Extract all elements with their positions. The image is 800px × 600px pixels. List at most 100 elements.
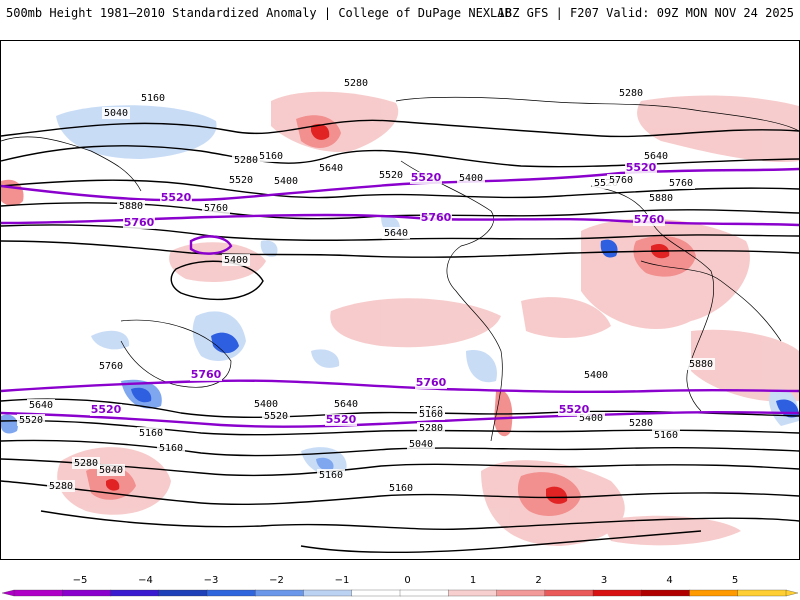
contour-label: 5160 xyxy=(419,409,443,420)
contour-label-bg xyxy=(387,482,415,494)
contour-label-bg xyxy=(457,172,485,184)
highlight-contour-label-bg xyxy=(90,404,122,416)
legend-color-swatch xyxy=(448,589,498,597)
contour-label-bg xyxy=(377,169,405,181)
contour-label: 5880 xyxy=(649,193,673,204)
color-scale-legend: −5 −4 −3 −2 −1 0 1 2 3 4 5 xyxy=(1,575,799,597)
contour-label: 5160 xyxy=(389,483,413,494)
contour-label: 5160 xyxy=(141,93,165,104)
negative-anomaly-shading xyxy=(1,105,799,476)
contour-label-bg xyxy=(687,358,715,370)
contour-label: 5760 xyxy=(669,178,693,189)
contour-label-bg xyxy=(202,202,230,214)
contour-label: 5280 xyxy=(234,155,258,166)
legend-color-swatch xyxy=(689,589,739,597)
legend-color-swatch xyxy=(206,589,256,597)
contour-label: 5280 xyxy=(49,481,73,492)
contour-label: 5280 xyxy=(344,78,368,89)
contour-label-bg xyxy=(607,174,635,186)
contour-label: 5760 xyxy=(99,361,123,372)
map-title: 500mb Height 1981–2010 Standardized Anom… xyxy=(6,6,512,20)
legend-color-swatch xyxy=(737,589,787,597)
contour-label-bg xyxy=(97,464,125,476)
legend-tick-label: 4 xyxy=(666,575,672,586)
contour-label: 5160 xyxy=(259,151,283,162)
legend-tick-label: −2 xyxy=(269,575,284,586)
contour-label: 5640 xyxy=(384,228,408,239)
contour-label-bg xyxy=(642,150,670,162)
contour-label: 5160 xyxy=(654,430,678,441)
legend-color-swatch xyxy=(641,589,691,597)
highlight-contour-label-bg xyxy=(625,162,657,174)
contour-label: 5400 xyxy=(579,413,603,424)
contour-label-bg xyxy=(139,92,167,104)
contour-label-bg xyxy=(137,427,165,439)
highlight-contour-label-bg xyxy=(410,172,442,184)
highlight-contour-label: 5760 xyxy=(421,211,452,224)
contour-label-bg xyxy=(252,398,280,410)
model-run-info: 18Z GFS | F207 Valid: 09Z MON NOV 24 202… xyxy=(497,6,794,20)
contour-label: 5520 xyxy=(264,411,288,422)
contour-label-bg xyxy=(317,162,345,174)
legend-tick-label: 1 xyxy=(470,575,476,586)
legend-tick-label: 5 xyxy=(732,575,738,586)
contour-label-bg xyxy=(227,174,255,186)
legend-color-swatch xyxy=(62,589,112,597)
highlight-contour-label-bg xyxy=(558,404,590,416)
contour-label: 5520 xyxy=(19,415,43,426)
highlight-contour-label: 5760 xyxy=(124,216,155,229)
contour-label: 5400 xyxy=(224,255,248,266)
highlight-contour-label-bg xyxy=(415,377,447,389)
highlight-contour-label: 5520 xyxy=(411,171,442,184)
contour-label-bg xyxy=(627,417,655,429)
legend-tick-label: −4 xyxy=(138,575,153,586)
contour-label-bg xyxy=(97,360,125,372)
contour-label-bg xyxy=(582,369,610,381)
contour-label: 5040 xyxy=(99,465,123,476)
legend-tick-label: 0 xyxy=(404,575,410,586)
contour-label: 5280 xyxy=(419,423,443,434)
highlight-contour-label-bg xyxy=(160,192,192,204)
contour-label-bg xyxy=(652,429,680,441)
legend-color-swatch xyxy=(158,589,208,597)
anomaly-map: 5160 5280 5040 5280 5160 5280 5520 5400 5640 5520… xyxy=(0,40,800,560)
legend-color-swatch xyxy=(496,589,546,597)
legend-min-arrow xyxy=(1,589,15,597)
contour-label: 5640 xyxy=(29,400,53,411)
highlight-contour-label-bg xyxy=(420,212,452,224)
contour-label: 5160 xyxy=(159,443,183,454)
legend-color-swatch xyxy=(592,589,642,597)
contour-label: 5760 xyxy=(609,175,633,186)
legend-tick-label: −5 xyxy=(73,575,88,586)
contour-label-bg xyxy=(617,87,645,99)
contour-label-bg xyxy=(72,457,100,469)
positive-anomaly-shading xyxy=(1,91,799,546)
contour-label: 5400 xyxy=(254,399,278,410)
contour-label-bg xyxy=(667,177,695,189)
contour-label-bg xyxy=(417,408,445,420)
contour-label: 5280 xyxy=(74,458,98,469)
contour-label: 5280 xyxy=(629,418,653,429)
highlight-contour-label: 5520 xyxy=(161,191,192,204)
contour-label-bg xyxy=(232,154,260,166)
contour-label-bg xyxy=(382,227,410,239)
contour-label: 5280 xyxy=(619,88,643,99)
contour-label-bg xyxy=(647,192,675,204)
highlight-contour-label: 5520 xyxy=(91,403,122,416)
contour-label: 5880 xyxy=(689,359,713,370)
highlight-contour-label: 5520 xyxy=(559,403,590,416)
contour-label: 5400 xyxy=(459,173,483,184)
highlight-contour-label-bg xyxy=(325,414,357,426)
legend-tick-label: 2 xyxy=(535,575,541,586)
contour-label: 5040 xyxy=(104,108,128,119)
contour-label: 5640 xyxy=(334,399,358,410)
contour-label-bg xyxy=(27,399,55,411)
contour-label-bg xyxy=(117,200,145,212)
contour-label-bg xyxy=(157,442,185,454)
contour-label-bg xyxy=(317,469,345,481)
contour-label-bg xyxy=(417,422,445,434)
highlight-contour-label: 5760 xyxy=(634,213,665,226)
coastlines xyxy=(1,96,799,442)
legend-color-swatch xyxy=(110,589,160,597)
